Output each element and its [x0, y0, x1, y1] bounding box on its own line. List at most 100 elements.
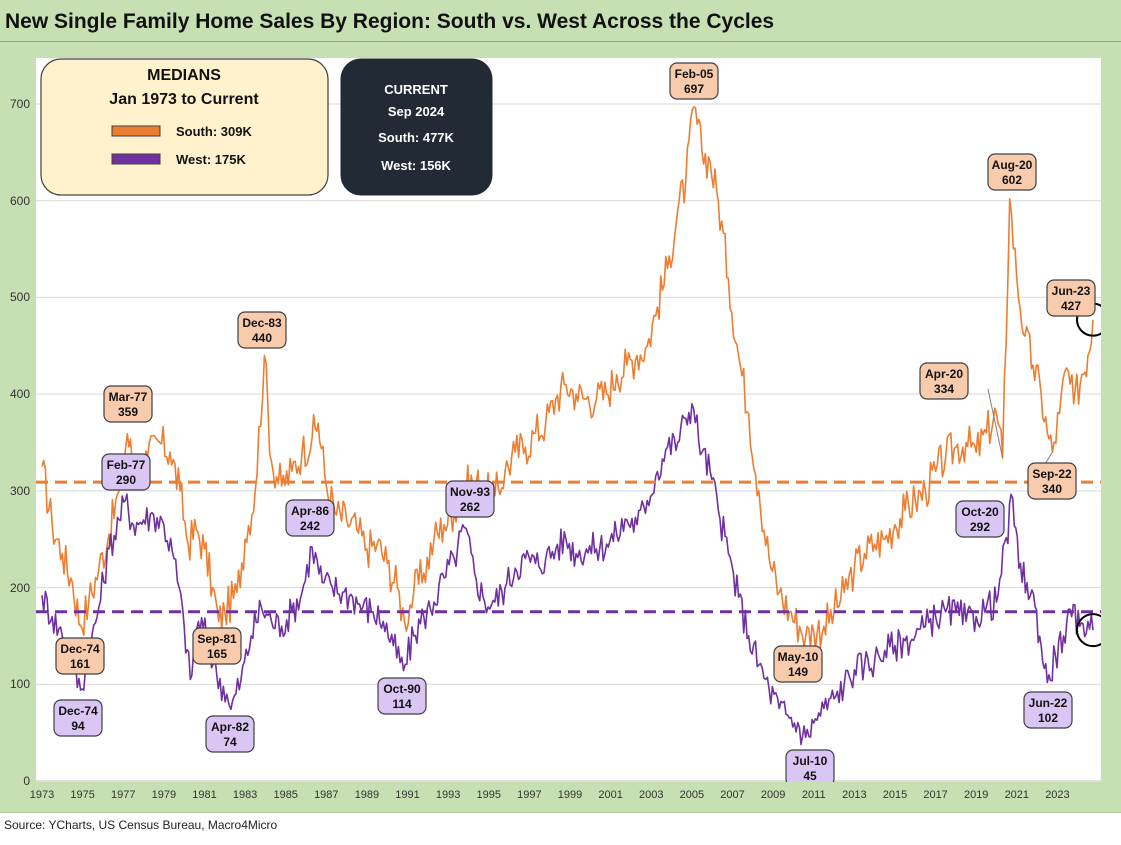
legend-label-south: South: 309K	[176, 124, 252, 139]
y-tick-label: 400	[9, 387, 30, 402]
callout-value: 334	[934, 382, 954, 396]
x-tick-label: 2007	[720, 789, 745, 801]
x-tick-label: 1991	[395, 789, 420, 801]
x-tick-label: 2013	[842, 789, 867, 801]
y-tick-label: 500	[9, 290, 30, 305]
callout-value: 165	[207, 647, 227, 661]
leader-line	[987, 388, 1004, 459]
x-tick-label: 2019	[963, 789, 989, 801]
x-tick-label: 1983	[232, 789, 258, 801]
callout-box	[987, 153, 1037, 191]
callout-value: 359	[118, 405, 138, 419]
callout-box	[285, 499, 335, 537]
callout-box	[1046, 279, 1096, 317]
callout-box	[55, 637, 105, 675]
callout-box	[377, 677, 427, 715]
callout-box	[237, 311, 287, 349]
callout-date: Aug-20	[992, 158, 1033, 172]
line-chart: Mar-77359Dec-74161Sep-81165Dec-83440Feb-…	[36, 58, 1110, 787]
callout-date: May-10	[778, 650, 819, 664]
callout-value: 697	[684, 82, 704, 96]
callout-date: Apr-82	[211, 720, 249, 734]
callout-value: 292	[970, 520, 990, 534]
current-box-bg	[340, 58, 493, 196]
x-tick-label: 1999	[557, 789, 583, 801]
current-south: South: 477K	[378, 130, 454, 145]
callout-date: Jun-22	[1029, 696, 1068, 710]
callout-value: 74	[223, 735, 237, 749]
callout-date: Feb-77	[107, 458, 146, 472]
x-tick-label: 2009	[760, 789, 786, 801]
callout-date: Oct-90	[383, 682, 421, 696]
y-tick-label: 100	[9, 677, 30, 692]
y-tick-label: 200	[9, 580, 30, 595]
callout-date: Feb-05	[675, 67, 714, 81]
callout-box	[205, 715, 255, 753]
callout-value: 102	[1038, 711, 1058, 725]
callout-date: Sep-22	[1032, 467, 1072, 481]
plot-area: Mar-77 359 Dec-74 161 Sep-81 165 Dec-83 440 Feb-…	[36, 58, 1110, 787]
callout-box	[192, 627, 242, 665]
callout-date: Apr-86	[291, 504, 329, 518]
callout-box	[53, 699, 103, 737]
callout-date: Mar-77	[109, 390, 148, 404]
medians-box: MEDIANS Jan 1973 to Current South: 309K Wes…	[40, 58, 329, 196]
callout-date: Dec-74	[58, 704, 98, 718]
legend-label-west: West: 175K	[176, 152, 246, 167]
x-tick-label: 1985	[273, 789, 298, 801]
callout-date: Oct-20	[961, 505, 999, 519]
callout-box	[445, 480, 495, 518]
x-tick-label: 1981	[192, 789, 217, 801]
callout-value: 242	[300, 519, 320, 533]
callout-date: Dec-74	[60, 642, 100, 656]
callout-box	[773, 645, 823, 683]
callout-value: 440	[252, 331, 272, 345]
current-marker-west	[1075, 613, 1110, 648]
callout-date: Dec-83	[242, 316, 282, 330]
x-tick-label: 1973	[29, 789, 55, 801]
callout-box	[919, 362, 969, 400]
x-tick-label: 2001	[598, 789, 623, 801]
x-tick-label: 2003	[639, 789, 664, 801]
callout-box	[1023, 691, 1073, 729]
x-tick-label: 1997	[517, 789, 542, 801]
callout-date: Jul-10	[793, 754, 828, 768]
callout-box	[955, 500, 1005, 538]
y-tick-label: 300	[9, 483, 30, 498]
callout-value: 45	[803, 769, 817, 782]
callout-date: Apr-20	[925, 367, 963, 381]
x-tick-label: 2021	[1004, 789, 1030, 801]
callout-value: 161	[70, 657, 90, 671]
callout-value: 114	[392, 697, 412, 711]
callout-value: 602	[1002, 173, 1022, 187]
series-line-west	[41, 403, 1094, 746]
series-line-south	[41, 106, 1094, 650]
current-title: CURRENT	[384, 82, 448, 97]
medians-subtitle: Jan 1973 to Current	[109, 91, 259, 108]
x-tick-label: 1989	[354, 789, 380, 801]
callout-value: 340	[1042, 482, 1062, 496]
x-tick-label: 1979	[151, 789, 177, 801]
x-tick-label: 1987	[314, 789, 339, 801]
callout-box	[669, 62, 719, 100]
legend-swatch-south	[111, 125, 161, 137]
x-tick-label: 1977	[110, 789, 136, 801]
x-tick-label: 2015	[882, 789, 908, 801]
